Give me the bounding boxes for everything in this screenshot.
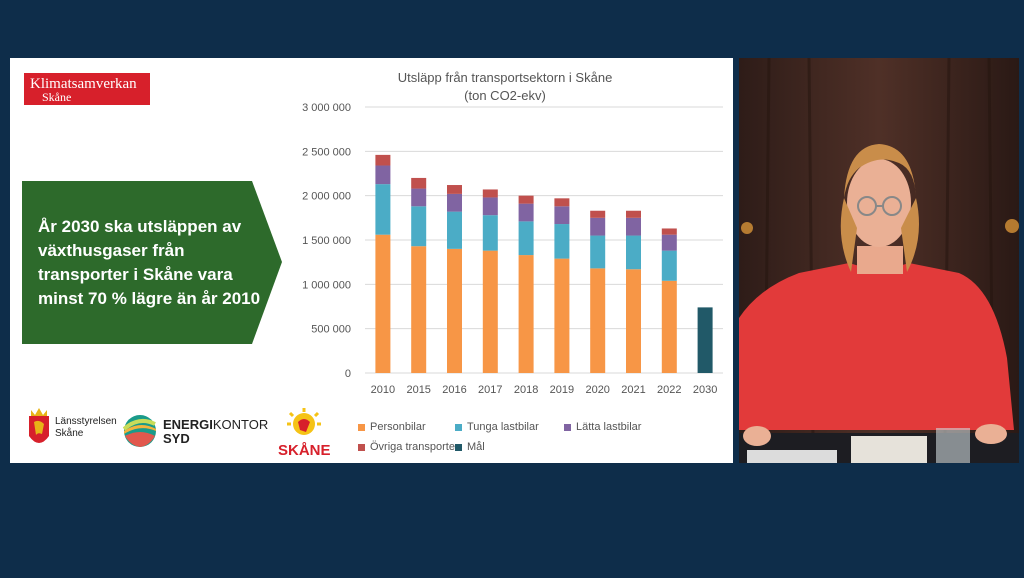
legend-label: Personbilar: [370, 421, 426, 433]
bar-segment: [411, 206, 427, 247]
legend-label: Övriga transporter: [370, 441, 459, 453]
bar-segment: [482, 250, 498, 373]
logo-line1: Klimatsamverkan: [30, 76, 137, 92]
energikontor-logo: ENERGIKONTOR SYD: [122, 414, 273, 450]
bar-segment: [482, 189, 498, 198]
legend-swatch: [358, 423, 365, 431]
y-tick-label: 2 000 000: [302, 191, 351, 203]
speaker-video: [739, 58, 1019, 463]
bar-segment: [375, 234, 391, 373]
x-tick-label: 2030: [693, 384, 717, 396]
bar-segment: [411, 177, 427, 189]
bar-segment: [590, 268, 606, 373]
bar-segment: [661, 234, 677, 251]
bar-segment: [375, 165, 391, 185]
skane-text: SKÅNE: [278, 442, 331, 459]
x-tick-label: 2018: [514, 384, 538, 396]
chart-subtitle: (ton CO2-ekv): [464, 88, 546, 103]
speaker-image: [739, 58, 1019, 463]
bar-segment: [697, 307, 713, 373]
bar-segment: [590, 210, 606, 218]
legend-swatch: [455, 443, 462, 451]
bar-segment: [447, 185, 462, 194]
legend-item: Tunga lastbilar: [455, 421, 539, 433]
x-tick-label: 2019: [550, 384, 574, 396]
logo-line2: Skåne: [42, 90, 72, 104]
legend-item: Mål: [455, 441, 485, 453]
coat-of-arms-icon: [29, 408, 49, 443]
bar-segment: [447, 248, 462, 373]
banner-text: År 2030 ska utsläppen av växthusgaser fr…: [38, 217, 261, 308]
legend-swatch: [455, 423, 462, 431]
legend-swatch: [358, 443, 365, 451]
bar-segment: [554, 224, 570, 259]
bar-segment: [554, 258, 570, 373]
bar-segment: [518, 221, 534, 256]
presentation-slide: Klimatsamverkan Skåne År 2030 ska utsläp…: [10, 58, 733, 463]
y-tick-label: 500 000: [311, 324, 351, 336]
bar-segment: [661, 280, 677, 373]
legend-swatch: [564, 423, 571, 431]
goal-banner: År 2030 ska utsläppen av växthusgaser fr…: [22, 181, 282, 344]
y-tick-label: 1 000 000: [302, 279, 351, 291]
legend-item: Lätta lastbilar: [564, 421, 641, 433]
energikontor-bold: ENERGI: [163, 417, 213, 432]
bar-segment: [518, 255, 534, 373]
bar-segment: [626, 269, 641, 373]
bar-segment: [590, 217, 606, 236]
griffin-sun-icon: [287, 408, 321, 435]
energikontor-circle-icon: [122, 415, 156, 447]
bar-segment: [447, 211, 462, 249]
x-tick-label: 2010: [371, 384, 395, 396]
y-tick-label: 0: [345, 368, 351, 380]
bar-segment: [590, 235, 606, 269]
y-tick-label: 2 500 000: [302, 146, 351, 158]
energikontor-light: KONTOR: [212, 417, 269, 432]
chart-title: Utsläpp från transportsektorn i Skåne: [398, 70, 613, 85]
bar-segment: [554, 206, 570, 225]
x-tick-label: 2022: [657, 384, 681, 396]
klimatsamverkan-logo: Klimatsamverkan Skåne: [24, 73, 150, 105]
bar-segment: [626, 217, 641, 236]
x-tick-label: 2017: [478, 384, 502, 396]
bar-segment: [482, 215, 498, 251]
legend-item: Personbilar: [358, 421, 426, 433]
bar-segment: [626, 235, 641, 270]
bar-segment: [375, 154, 391, 166]
bar-segment: [375, 184, 391, 235]
bar-segment: [447, 193, 462, 212]
bar-segment: [482, 197, 498, 216]
x-tick-label: 2015: [406, 384, 430, 396]
energikontor-line2: SYD: [163, 431, 190, 446]
banner-arrow-shape: [22, 181, 282, 344]
legend-label: Lätta lastbilar: [576, 421, 642, 433]
x-tick-label: 2016: [442, 384, 466, 396]
bar-segment: [661, 250, 677, 281]
y-tick-label: 1 500 000: [302, 235, 351, 247]
bar-segment: [411, 188, 427, 207]
emissions-chart: Utsläpp från transportsektorn i Skåne (to…: [302, 70, 723, 396]
bar-segment: [518, 195, 534, 204]
legend-item: Övriga transporter: [358, 441, 459, 453]
bar-segment: [411, 246, 427, 373]
lansstyrelsen-line2: Skåne: [55, 428, 84, 439]
lansstyrelsen-line1: Länsstyrelsen: [55, 416, 117, 427]
bar-segment: [661, 228, 677, 235]
x-tick-label: 2020: [585, 384, 609, 396]
bar-segment: [554, 198, 570, 207]
region-skane-logo: SKÅNE: [278, 408, 331, 460]
lansstyrelsen-logo: Länsstyrelsen Skåne: [25, 406, 120, 456]
legend-label: Mål: [467, 441, 485, 453]
y-tick-label: 3 000 000: [302, 102, 351, 114]
legend-label: Tunga lastbilar: [467, 421, 539, 433]
x-tick-label: 2021: [621, 384, 645, 396]
bar-segment: [626, 210, 641, 218]
bar-segment: [518, 203, 534, 222]
